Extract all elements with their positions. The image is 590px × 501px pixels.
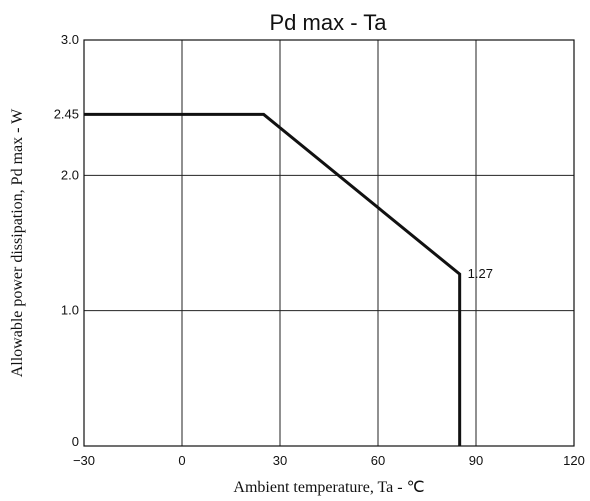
x-axis-label: Ambient temperature, Ta - ℃ xyxy=(233,479,424,496)
series-line xyxy=(84,112,462,446)
x-tick-labels: −30 0 30 60 90 120 xyxy=(73,453,585,468)
plot-frame xyxy=(83,39,575,447)
x-tick-label: 60 xyxy=(371,453,385,468)
y-tick-labels: 0 1.0 2.0 2.45 3.0 xyxy=(54,32,79,449)
x-tick-label: 0 xyxy=(178,453,185,468)
series-group xyxy=(84,112,462,446)
x-tick-label: 30 xyxy=(273,453,287,468)
y-tick-label: 2.0 xyxy=(61,167,79,182)
x-tick-label: 120 xyxy=(563,453,585,468)
data-label: 1.27 xyxy=(468,266,493,281)
x-tick-label: −30 xyxy=(73,453,95,468)
chart-title: Pd max - Ta xyxy=(270,10,388,35)
y-tick-label: 1.0 xyxy=(61,303,79,318)
y-tick-label: 2.45 xyxy=(54,106,79,121)
y-tick-label: 3.0 xyxy=(61,32,79,47)
annotations: 1.27 xyxy=(468,266,493,281)
grid-lines xyxy=(84,40,574,446)
y-axis-label: Allowable power dissipation, Pd max - W xyxy=(9,108,26,377)
x-tick-label: 90 xyxy=(469,453,483,468)
y-tick-label: 0 xyxy=(72,434,79,449)
